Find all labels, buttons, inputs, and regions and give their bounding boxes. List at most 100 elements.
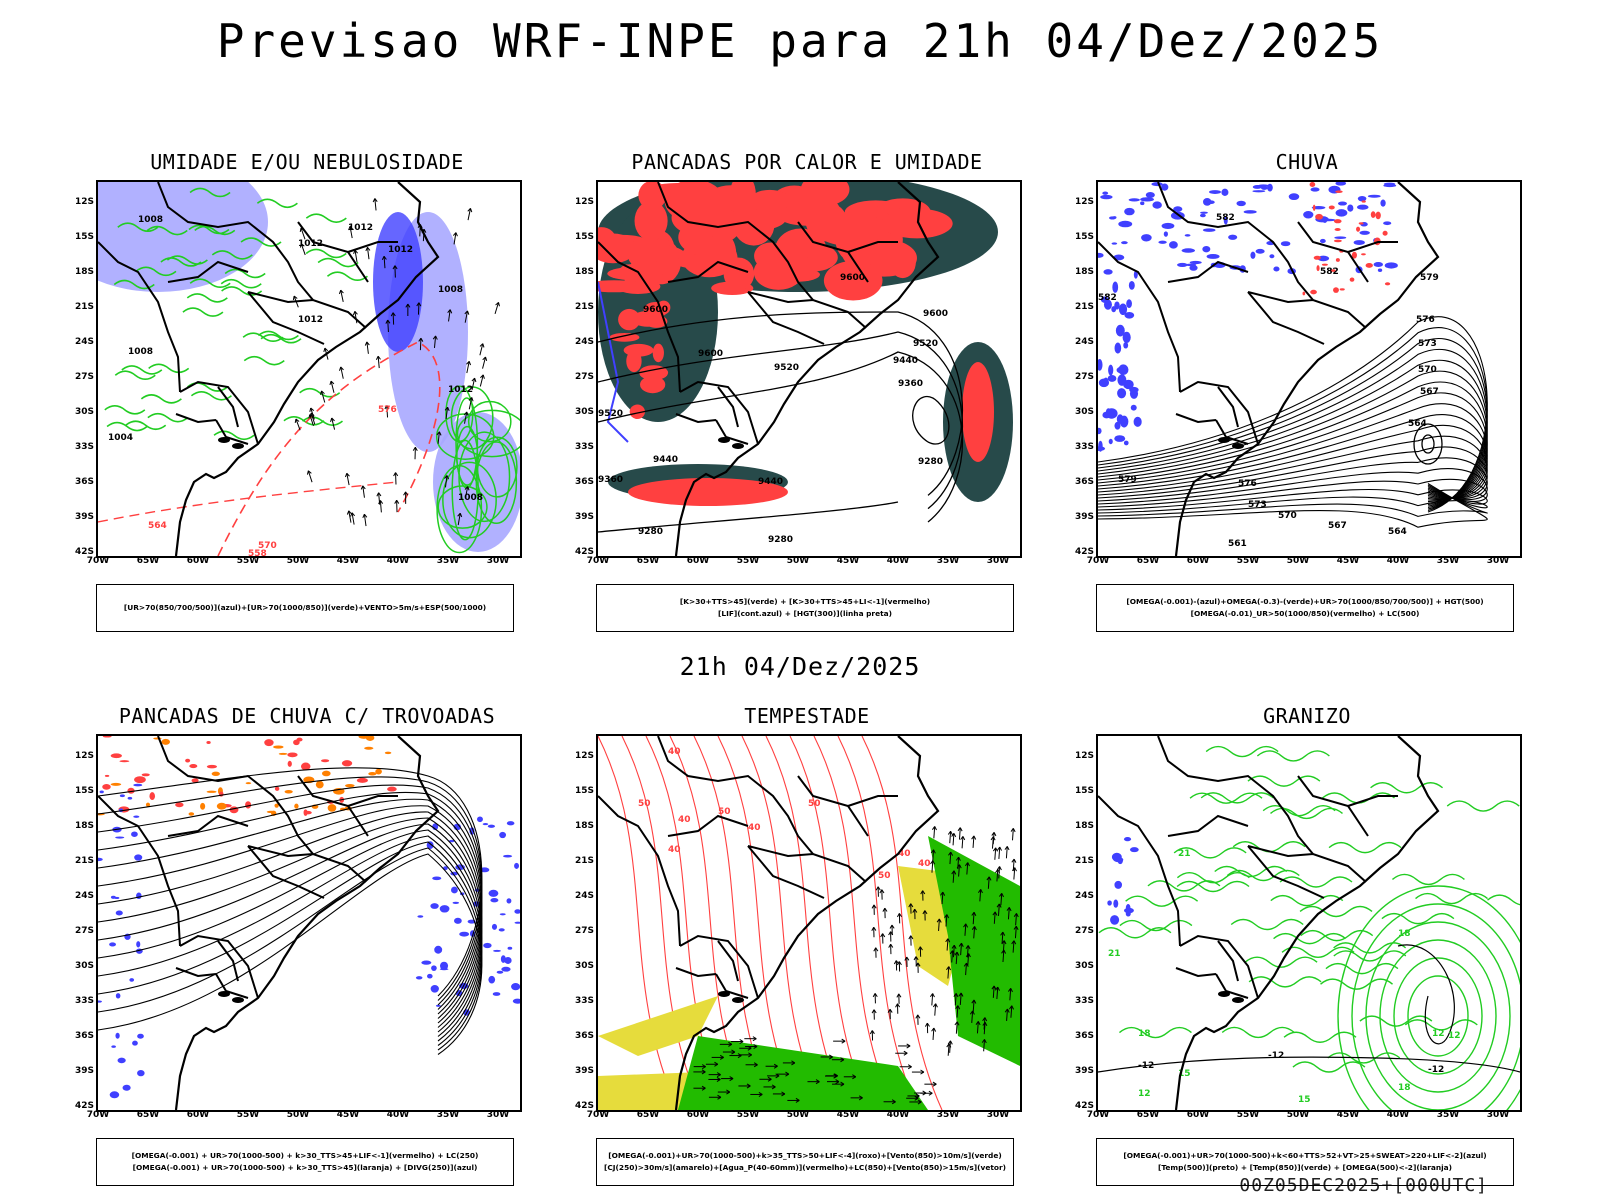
umidade-contour-label: 1012 [298,239,323,249]
latitude-tick-label: 18S [574,267,594,277]
granizo-contour-label: -12 [1428,1065,1444,1075]
umidade-contour-label: 1012 [298,315,323,325]
granizo-contour-label: -12 [1138,1061,1154,1071]
legend-line: [K>30+TTS>45](verde) + [K>30+TTS>45+LI<-… [679,597,931,606]
pancadas-calor-contour-label: 9440 [893,356,918,366]
longitude-tick-label: 50W [286,556,310,566]
chuva-contour-label: 564 [1408,419,1427,429]
latitude-tick-label: 18S [1074,267,1094,277]
latitude-tick-label: 21S [74,856,94,866]
tempestade-contour-label: 40 [668,747,681,757]
latitude-tick-label: 33S [1074,442,1094,452]
panel-tempestade: TEMPESTADE 12S 15S 18S 21S 24S 27S 30S 33S 36S 39S… [574,704,1076,1194]
tempestade-contour-label: 40 [748,823,761,833]
forecast-map: 1008 1012 1012 1012 1012 1008 1008 1012 1004 1008… [96,180,522,558]
legend-line: [UR>70(850/700/500)](azul)+[UR>70(1000/8… [123,603,487,612]
longitude-tick-label: 50W [1286,1110,1310,1120]
longitude-tick-label: 60W [686,1110,710,1120]
granizo-contour-label: -12 [1268,1051,1284,1061]
longitude-tick-label: 35W [436,1110,460,1120]
latitude-axis: 12S 15S 18S 21S 24S 27S 30S 33S 36S 39S 42S [574,734,595,1112]
granizo-contour-label: 12 [1138,1089,1151,1099]
panel-legend: [OMEGA(-0.001) + UR>70(1000-500) + k>30_… [96,1138,514,1186]
latitude-tick-label: 36S [1074,477,1094,487]
longitude-axis: 70W 65W 60W 55W 50W 45W 40W 35W 30W [87,1110,522,1122]
longitude-tick-label: 35W [936,1110,960,1120]
latitude-tick-label: 30S [574,407,594,417]
latitude-tick-label: 39S [574,512,594,522]
longitude-tick-label: 55W [736,556,760,566]
chuva-contour-label: 579 [1118,475,1137,485]
panel-legend: [OMEGA(-0.001)+UR>70(1000-500)+k<60+TTS>… [1096,1138,1514,1186]
panel-title: PANCADAS POR CALOR E UMIDADE [631,150,983,174]
latitude-tick-label: 33S [574,442,594,452]
legend-line: [OMEGA(-0.001)+UR>70(1000-500)+k<60+TTS>… [1123,1151,1487,1160]
latitude-tick-label: 18S [74,267,94,277]
longitude-tick-label: 65W [1136,556,1160,566]
granizo-contour-label: 18 [1138,1029,1151,1039]
tempestade-contour-label: 40 [668,845,681,855]
longitude-tick-label: 30W [1486,556,1510,566]
latitude-tick-label: 24S [74,337,94,347]
latitude-tick-label: 21S [1074,856,1094,866]
longitude-tick-label: 55W [736,1110,760,1120]
granizo-contour-label: 21 [1178,849,1191,859]
chuva-contour-label: 564 [1388,527,1407,537]
panel-pancadas-trovoadas: PANCADAS DE CHUVA C/ TROVOADAS 12S 15S 18S 2… [74,704,576,1194]
umidade-contour-label: 1012 [348,223,373,233]
chuva-contour-label: 561 [1228,539,1247,549]
legend-line: [LIF](cont.azul) + [HGT(300)](linha pret… [718,609,892,618]
longitude-tick-label: 50W [786,556,810,566]
latitude-tick-label: 39S [1074,1066,1094,1076]
granizo-contour-label: 21 [1108,949,1121,959]
longitude-tick-label: 65W [1136,1110,1160,1120]
latitude-tick-label: 30S [1074,961,1094,971]
latitude-tick-label: 24S [574,891,594,901]
pancadas-calor-contour-label: 9520 [598,409,623,419]
pancadas-calor-contour-label: 9600 [698,349,723,359]
longitude-tick-label: 65W [636,1110,660,1120]
latitude-tick-label: 33S [1074,996,1094,1006]
longitude-tick-label: 40W [386,556,410,566]
latitude-tick-label: 42S [574,547,594,557]
latitude-tick-label: 12S [574,751,594,761]
longitude-tick-label: 45W [836,556,860,566]
forecast-map: 582 582 579 576 573 570 567 564 582 579 576 573 570 5… [1096,180,1522,558]
chuva-contour-label: 570 [1418,365,1437,375]
latitude-tick-label: 21S [74,302,94,312]
latitude-tick-label: 24S [74,891,94,901]
longitude-tick-label: 55W [236,556,260,566]
pancadas-calor-contour-label: 9520 [774,363,799,373]
chuva-contour-label: 567 [1420,387,1439,397]
longitude-tick-label: 60W [1186,1110,1210,1120]
chuva-contour-label: 582 [1098,293,1117,303]
umidade-contour-label: 570 [258,541,277,551]
latitude-tick-label: 24S [1074,337,1094,347]
longitude-tick-label: 45W [836,1110,860,1120]
tempestade-contour-label: 40 [678,815,691,825]
chuva-contour-label: 573 [1248,500,1267,510]
chuva-contour-label: 576 [1416,315,1435,325]
latitude-axis: 12S 15S 18S 21S 24S 27S 30S 33S 36S 39S 42S [1074,180,1095,558]
map-graphic: 40 50 40 50 40 40 50 40 50 40 [598,736,1020,1110]
granizo-contour-label: 15 [1298,1095,1311,1105]
panel-title: GRANIZO [1263,704,1351,728]
umidade-contour-label: 1004 [108,433,133,443]
latitude-tick-label: 12S [574,197,594,207]
panel-legend: [OMEGA(-0.001)+UR>70(1000-500)+k>35_TTS>… [596,1138,1014,1186]
latitude-tick-label: 42S [574,1101,594,1111]
chuva-contour-label: 582 [1320,267,1339,277]
latitude-tick-label: 30S [1074,407,1094,417]
longitude-tick-label: 30W [1486,1110,1510,1120]
latitude-tick-label: 27S [574,926,594,936]
panel-legend: [OMEGA(-0.001)-(azul)+OMEGA(-0.3)-(verde… [1096,584,1514,632]
pancadas-calor-contour-label: 9360 [598,475,623,485]
longitude-tick-label: 45W [336,1110,360,1120]
longitude-tick-label: 70W [1086,556,1110,566]
longitude-tick-label: 30W [486,556,510,566]
latitude-tick-label: 33S [74,442,94,452]
latitude-tick-label: 12S [74,197,94,207]
chuva-contour-label: 579 [1420,273,1439,283]
longitude-tick-label: 70W [1086,1110,1110,1120]
pancadas-calor-contour-label: 9440 [653,455,678,465]
